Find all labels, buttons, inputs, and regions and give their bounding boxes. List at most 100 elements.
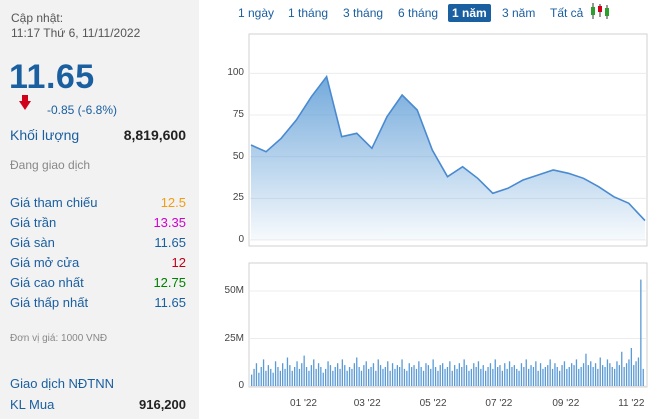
volume-bar bbox=[630, 348, 633, 386]
volume-bar bbox=[449, 361, 451, 386]
volume-bar bbox=[578, 368, 580, 386]
volume-bar bbox=[363, 365, 365, 386]
volume-bar bbox=[434, 367, 437, 386]
volume-bar bbox=[604, 367, 606, 386]
volume-bar bbox=[258, 372, 260, 386]
volume-bar bbox=[561, 365, 563, 386]
volume-bar bbox=[618, 365, 621, 386]
volume-bar bbox=[389, 370, 391, 386]
volume-bars bbox=[251, 279, 644, 386]
volume-bar bbox=[277, 367, 279, 386]
volume-bar bbox=[518, 370, 520, 386]
volume-bar bbox=[614, 368, 616, 386]
volume-bar bbox=[255, 363, 258, 386]
volume-bar bbox=[301, 363, 303, 386]
volume-bar bbox=[267, 365, 270, 386]
price-area bbox=[251, 76, 645, 240]
volume-bar bbox=[585, 353, 587, 386]
volume-bar bbox=[571, 363, 573, 386]
volume-bar bbox=[537, 370, 539, 386]
x-tick-label: 07 '22 bbox=[485, 398, 513, 409]
volume-bar bbox=[365, 361, 367, 386]
volume-bar bbox=[487, 367, 489, 386]
volume-bar bbox=[640, 279, 642, 386]
volume-bar bbox=[568, 367, 570, 386]
volume-bar bbox=[592, 367, 594, 386]
volume-bar bbox=[370, 367, 372, 386]
x-tick-label: 01 '22 bbox=[290, 398, 317, 409]
volume-value: 8,819,600 bbox=[123, 127, 186, 143]
down-arrow-icon-stem bbox=[22, 95, 28, 102]
volume-bar bbox=[551, 368, 554, 386]
volume-bar bbox=[437, 370, 439, 386]
tab-period[interactable]: 1 tháng bbox=[288, 6, 329, 20]
volume-bar bbox=[594, 363, 597, 386]
volume-bar bbox=[442, 363, 444, 386]
volume-bar bbox=[289, 365, 291, 386]
volume-bar bbox=[313, 359, 315, 386]
price-tick-label: 0 bbox=[238, 234, 244, 245]
volume-bar bbox=[296, 361, 298, 386]
volume-bar bbox=[320, 367, 322, 386]
current-price: 11.65 bbox=[9, 58, 95, 96]
volume-bar bbox=[497, 367, 499, 386]
x-tick-label: 11 '22 bbox=[618, 398, 645, 409]
volume-bar bbox=[427, 365, 430, 386]
volume-bar bbox=[532, 367, 535, 386]
tab-period[interactable]: 3 tháng bbox=[343, 6, 384, 20]
volume-bar bbox=[303, 355, 305, 386]
stat-value: 12.75 bbox=[153, 275, 186, 290]
volume-bar bbox=[575, 359, 578, 386]
candlestick-chart-icon[interactable] bbox=[588, 2, 612, 20]
volume-bar bbox=[391, 363, 394, 386]
volume-bar bbox=[325, 368, 327, 386]
volume-bar bbox=[616, 361, 618, 386]
volume-bar bbox=[274, 361, 277, 386]
price-tick-label: 75 bbox=[232, 109, 244, 120]
stat-label: Giá cao nhất bbox=[10, 275, 84, 290]
volume-bar bbox=[530, 365, 532, 386]
volume-bar bbox=[492, 368, 494, 386]
volume-bar bbox=[480, 368, 482, 386]
volume-bar bbox=[525, 359, 527, 386]
update-timestamp: 11:17 Thứ 6, 11/11/2022 bbox=[11, 26, 141, 40]
volume-bar bbox=[556, 367, 558, 386]
tab-period[interactable]: 3 năm bbox=[502, 6, 536, 20]
volume-bar bbox=[406, 370, 408, 386]
price-plot-frame bbox=[248, 33, 648, 247]
volume-bar bbox=[465, 365, 468, 386]
volume-bar bbox=[482, 365, 484, 386]
volume-bar bbox=[444, 368, 446, 386]
volume-bar bbox=[463, 359, 465, 386]
volume-bar bbox=[628, 359, 630, 386]
price-change: -0.85 (-6.8%) bbox=[47, 103, 118, 117]
tab-period[interactable]: Tất cả bbox=[550, 6, 584, 20]
x-tick-label: 09 '22 bbox=[552, 398, 580, 409]
volume-bar bbox=[475, 367, 477, 386]
volume-bar bbox=[637, 357, 640, 386]
volume-bar bbox=[454, 365, 456, 386]
volume-bar bbox=[468, 370, 470, 386]
tab-period[interactable]: 6 tháng bbox=[398, 6, 439, 20]
volume-bar bbox=[332, 370, 334, 386]
volume-bar bbox=[317, 363, 320, 386]
volume-bar bbox=[549, 359, 551, 386]
volume-bar bbox=[284, 368, 286, 386]
volume-bar bbox=[539, 363, 542, 386]
tab-period[interactable]: 1 ngày bbox=[238, 6, 275, 20]
tab-period[interactable]: 1 năm bbox=[448, 4, 491, 22]
volume-bar bbox=[597, 368, 599, 386]
volume-bar bbox=[308, 370, 310, 386]
volume-bar bbox=[499, 365, 501, 386]
volume-bar bbox=[262, 359, 265, 386]
volume-bar bbox=[420, 367, 422, 386]
volume-bar bbox=[408, 363, 410, 386]
volume-bar bbox=[315, 368, 317, 386]
price-tick-label: 25 bbox=[232, 192, 244, 204]
volume-bar bbox=[602, 365, 604, 386]
volume-bar bbox=[344, 365, 346, 386]
foreign-trading-title[interactable]: Giao dịch NĐTNN bbox=[10, 376, 115, 391]
volume-bar bbox=[494, 359, 496, 386]
volume-bar bbox=[399, 367, 401, 386]
stat-value: 12 bbox=[171, 255, 186, 270]
